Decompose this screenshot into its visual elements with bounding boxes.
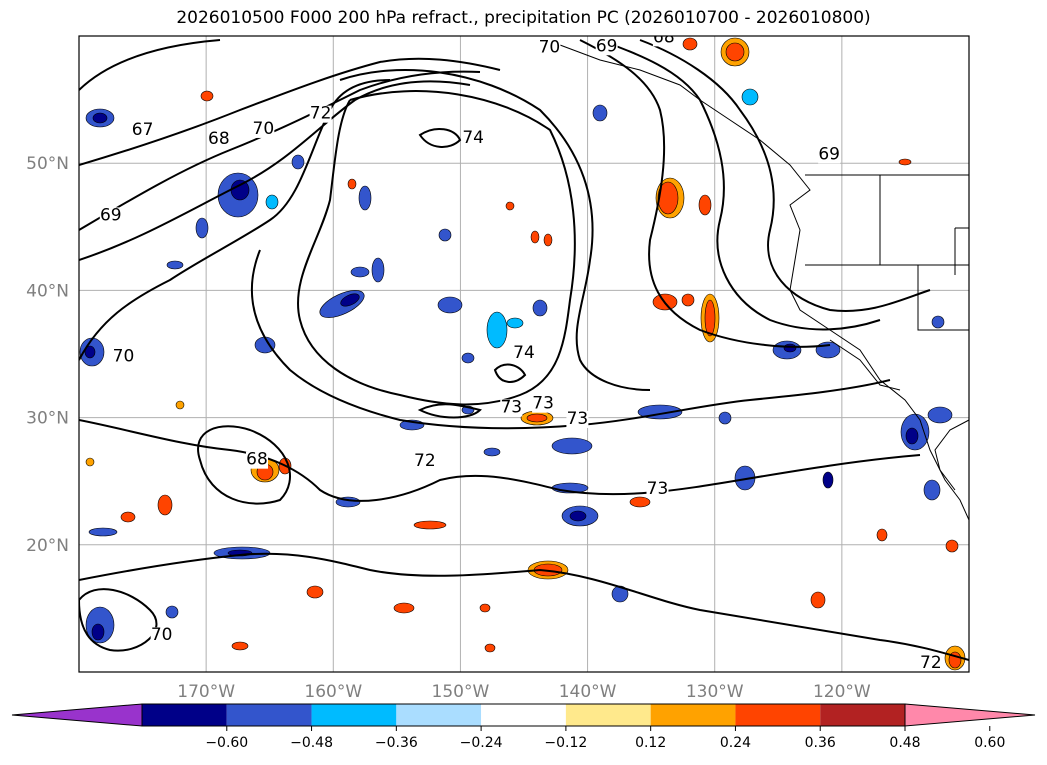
- colorbar-tick-label: −0.36: [375, 735, 418, 751]
- colorbar-frame: [141, 703, 906, 727]
- contour-label: 73: [500, 398, 522, 418]
- contour-label-bg: [595, 38, 618, 56]
- colorbar-tick-label: 0.12: [635, 735, 666, 751]
- map-title: 2026010500 F000 200 hPa refract., precip…: [176, 8, 871, 28]
- lon-tick-label: 150°W: [432, 682, 490, 702]
- colorbar-tick-label: −0.60: [205, 735, 248, 751]
- contour-label-bg: [919, 655, 942, 672]
- contour-labels: 67 68 70 72 74 70 69 68 69 69 70 74 73 73 73 72 73 68 70 72: [99, 27, 942, 673]
- colorbar-segment: [142, 704, 227, 726]
- contour-label-bg: [500, 399, 523, 417]
- coastlines: [559, 44, 969, 521]
- colorbar-segment: [481, 704, 566, 726]
- contour-label: 70: [151, 625, 173, 645]
- contour-label: 73: [532, 394, 554, 414]
- colorbar-segment: [650, 704, 736, 726]
- lon-tick-label: 130°W: [686, 682, 744, 702]
- contour-label: 68: [246, 450, 268, 470]
- contour-label: 70: [539, 38, 561, 58]
- map-frame: [78, 35, 970, 673]
- lat-tick-label: 20°N: [26, 536, 69, 556]
- lon-tick-label: 140°W: [559, 682, 617, 702]
- contour-label: 73: [567, 409, 589, 429]
- contour-label-bg: [112, 348, 135, 366]
- contour-label: 72: [920, 653, 942, 673]
- colorbar-tick-label: −0.24: [460, 735, 503, 751]
- contour-label: 67: [132, 120, 154, 140]
- colorbar-segment: [820, 704, 905, 726]
- colorbar-tick-label: −0.48: [290, 735, 333, 751]
- lon-tick-label: 160°W: [304, 682, 362, 702]
- contour-label-bg: [207, 131, 230, 149]
- contour-label: 68: [653, 27, 675, 47]
- contour-label: 73: [647, 479, 669, 499]
- colorbar-tick-label: 0.48: [889, 735, 920, 751]
- contour-label-bg: [131, 122, 154, 140]
- colorbar-segment: [735, 704, 821, 726]
- colorbar-segment: [311, 704, 397, 726]
- colorbar-segment: [565, 704, 651, 726]
- colorbar-tick-label: 0.24: [720, 735, 751, 751]
- lat-tick-label: 50°N: [26, 154, 69, 174]
- colorbar: −0.60 −0.48 −0.36 −0.24 −0.12 0.12 0.24 0.36 0.4…: [11, 703, 1036, 751]
- contour-label-bg: [246, 451, 268, 469]
- contour-label: 74: [462, 128, 484, 148]
- contour-label-bg: [646, 480, 669, 498]
- contour-label: 72: [310, 104, 332, 124]
- contour-label-bg: [566, 410, 589, 428]
- latitude-labels: 20°N 30°N 40°N 50°N: [26, 154, 69, 556]
- contour-label-bg: [532, 395, 555, 413]
- lon-tick-label: 120°W: [813, 682, 871, 702]
- contour-label-bg: [309, 105, 332, 123]
- colorbar-tick-label: 0.60: [974, 735, 1005, 751]
- contour-label-bg: [818, 146, 841, 164]
- lon-tick-label: 170°W: [177, 682, 235, 702]
- lat-tick-label: 30°N: [26, 409, 69, 429]
- colorbar-segment: [226, 704, 312, 726]
- precipitation-shading: [79, 37, 966, 671]
- contour-label-bg: [413, 452, 436, 470]
- contour-label: 74: [513, 343, 535, 363]
- gridlines: [79, 36, 969, 672]
- contour-label-bg: [150, 627, 173, 645]
- colorbar-extend-low: [11, 703, 143, 727]
- colorbar-tick-label: −0.12: [544, 735, 587, 751]
- contour-label-bg: [513, 344, 535, 362]
- contour-label: 70: [113, 347, 135, 367]
- longitude-labels: 170°W 160°W 150°W 140°W 130°W 120°W: [177, 682, 871, 702]
- contour-label: 69: [596, 36, 618, 56]
- colorbar-segment: [396, 704, 482, 726]
- colorbar-tick-label: 0.36: [805, 735, 836, 751]
- contour-label-bg: [538, 39, 561, 57]
- lat-tick-label: 40°N: [26, 281, 69, 301]
- contour-label-bg: [462, 129, 485, 147]
- contour-label: 72: [414, 451, 436, 471]
- contour-label: 70: [253, 119, 275, 139]
- contour-label-bg: [652, 36, 675, 47]
- colorbar-extend-high: [904, 703, 1036, 727]
- contour-label: 68: [208, 129, 230, 149]
- contour-label-bg: [252, 120, 275, 138]
- contour-label: 69: [818, 144, 840, 164]
- contour-label-bg: [99, 207, 122, 225]
- contour-label: 69: [100, 205, 122, 225]
